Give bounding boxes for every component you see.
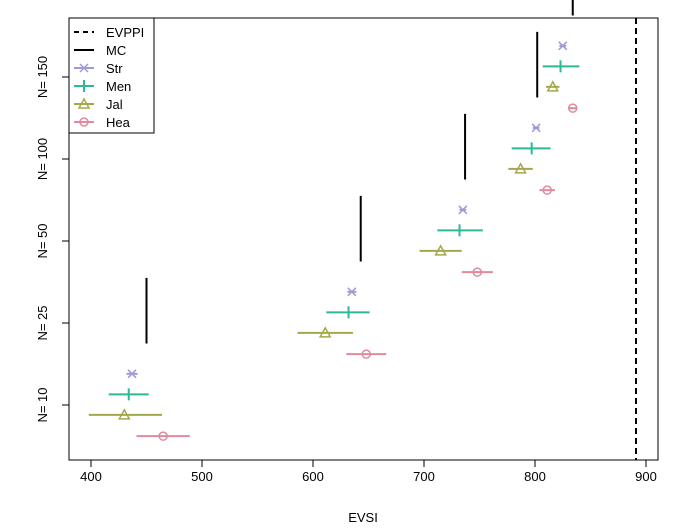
legend-jal-marker bbox=[77, 97, 91, 109]
x-tick-label: 400 bbox=[80, 469, 102, 484]
series-str-point-b bbox=[531, 123, 541, 133]
legend-str-marker-b bbox=[79, 63, 89, 73]
legend-label: EVPPI bbox=[106, 25, 144, 40]
series-hea-point bbox=[567, 103, 578, 113]
series-hea-point bbox=[472, 267, 483, 277]
series-str-point bbox=[558, 41, 568, 51]
legend-label: Jal bbox=[106, 97, 123, 112]
x-tick-label: 500 bbox=[191, 469, 213, 484]
series-str-point bbox=[531, 123, 541, 133]
legend-label: Hea bbox=[106, 115, 131, 130]
series-str-point-b bbox=[558, 41, 568, 51]
legend: EVPPI MC Str Men Jal Hea bbox=[68, 17, 155, 134]
legend-hea-marker bbox=[79, 117, 89, 127]
series-jal-point bbox=[318, 326, 332, 338]
x-tick-label: 800 bbox=[524, 469, 546, 484]
series-str-point-b bbox=[347, 287, 357, 297]
x-tick-label: 700 bbox=[413, 469, 435, 484]
series-hea-point bbox=[361, 349, 372, 359]
legend-box bbox=[68, 17, 155, 134]
series-jal-point bbox=[118, 408, 131, 420]
x-tick-label: 900 bbox=[635, 469, 657, 484]
legend-str-marker bbox=[79, 63, 89, 73]
series-hea-point bbox=[542, 185, 552, 195]
series-str-point-b bbox=[458, 205, 468, 215]
y-tick-label: N= 100 bbox=[35, 138, 50, 180]
legend-label: Men bbox=[106, 79, 131, 94]
axes-layer: 400 500 600 700 800 900 N= 10 N= 25 N= 50 N= 100 N… bbox=[35, 56, 657, 484]
plot-frame bbox=[68, 17, 659, 461]
marks-layer bbox=[88, 0, 638, 460]
legend-label: MC bbox=[106, 43, 126, 58]
series-hea-point bbox=[158, 431, 168, 441]
series-str-point-b bbox=[127, 369, 137, 379]
y-tick-label: N= 50 bbox=[35, 223, 50, 258]
y-tick-label: N= 10 bbox=[35, 387, 50, 422]
series-str-point bbox=[458, 205, 468, 215]
x-tick-label: 600 bbox=[302, 469, 324, 484]
series-jal-point bbox=[514, 162, 527, 174]
x-axis-label: EVSI bbox=[348, 510, 378, 525]
series-str-point bbox=[347, 287, 357, 297]
series-jal-point bbox=[546, 80, 560, 92]
y-tick-label: N= 150 bbox=[35, 56, 50, 98]
y-tick-label: N= 25 bbox=[35, 305, 50, 340]
series-str-point bbox=[127, 369, 137, 379]
series-jal-point bbox=[434, 244, 447, 256]
legend-label: Str bbox=[106, 61, 123, 76]
